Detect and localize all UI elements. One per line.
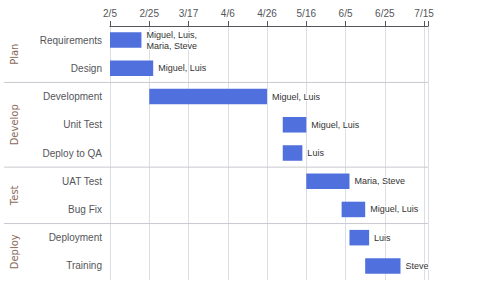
svg-text:Luis: Luis — [307, 148, 324, 158]
svg-text:Design: Design — [71, 63, 102, 74]
svg-text:Development: Development — [43, 91, 102, 102]
svg-text:Maria, Steve: Maria, Steve — [146, 41, 197, 51]
svg-text:Requirements: Requirements — [40, 35, 102, 46]
svg-text:Miguel, Luis: Miguel, Luis — [272, 92, 321, 102]
svg-text:Luis: Luis — [374, 233, 391, 243]
svg-text:Miguel, Luis: Miguel, Luis — [158, 63, 207, 73]
svg-text:Maria, Steve: Maria, Steve — [354, 176, 405, 186]
svg-text:Develop: Develop — [9, 104, 20, 145]
svg-text:2/5: 2/5 — [103, 8, 117, 19]
svg-text:UAT Test: UAT Test — [62, 176, 102, 187]
svg-text:4/26: 4/26 — [257, 8, 277, 19]
svg-text:Miguel, Luis,: Miguel, Luis, — [146, 30, 197, 40]
svg-text:Training: Training — [66, 260, 102, 271]
svg-text:Miguel, Luis: Miguel, Luis — [311, 120, 360, 130]
svg-text:3/17: 3/17 — [179, 8, 199, 19]
svg-text:Deploy: Deploy — [9, 234, 20, 269]
svg-text:6/5: 6/5 — [339, 8, 353, 19]
svg-text:Test: Test — [9, 185, 20, 206]
svg-text:2/25: 2/25 — [140, 8, 160, 19]
svg-text:7/15: 7/15 — [414, 8, 434, 19]
svg-text:Unit Test: Unit Test — [63, 119, 102, 130]
svg-text:6/25: 6/25 — [375, 8, 395, 19]
svg-text:Deploy to QA: Deploy to QA — [43, 148, 103, 159]
svg-text:Plan: Plan — [9, 44, 20, 65]
svg-text:Steve: Steve — [406, 261, 429, 271]
svg-text:Miguel, Luis: Miguel, Luis — [370, 204, 419, 214]
svg-text:4/6: 4/6 — [221, 8, 235, 19]
svg-text:Deployment: Deployment — [49, 232, 103, 243]
svg-text:5/16: 5/16 — [297, 8, 317, 19]
svg-text:Bug Fix: Bug Fix — [68, 204, 102, 215]
